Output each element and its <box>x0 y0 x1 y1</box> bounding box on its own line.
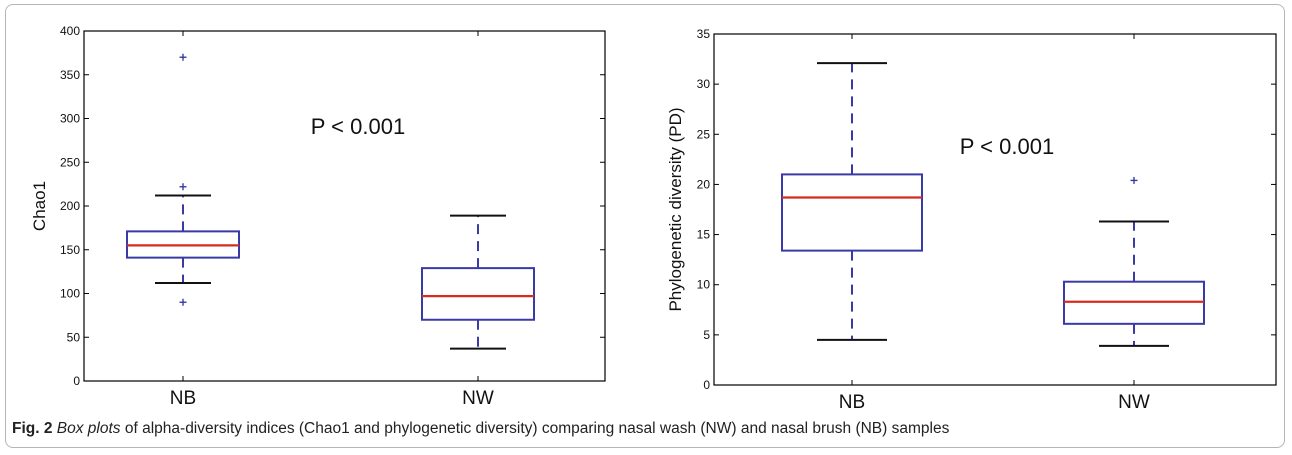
y-tick-label: 35 <box>697 27 711 41</box>
y-tick-label: 5 <box>703 328 710 342</box>
y-tick-label: 15 <box>697 228 711 242</box>
p-value-annotation: P < 0.001 <box>311 114 405 139</box>
chart-2: 0 5 10 15 20 25 30 35 Phylogenetic diversity (PD… <box>666 27 1277 410</box>
caption-text: of alpha-diversity indices (Chao1 and ph… <box>120 420 950 437</box>
y-axis-label: Phylogenetic diversity (PD) <box>666 107 685 311</box>
x-tick-label: NB <box>170 388 196 409</box>
y-tick-label: 350 <box>60 68 80 82</box>
y-tick-label: 50 <box>67 330 81 344</box>
y-tick-label: 20 <box>697 177 711 191</box>
x-tick-label: NW <box>462 388 494 409</box>
figure-frame <box>5 4 1285 448</box>
box-nb: NB <box>126 31 240 409</box>
box-nb: NB <box>781 34 923 410</box>
y-tick-label: 100 <box>60 287 80 301</box>
y-tick-label: 30 <box>697 77 711 91</box>
chart-1: 0 50 100 150 200 250 300 350 400 Chao1 P < 0.001 NB… <box>30 24 606 409</box>
x-tick-label: NB <box>839 392 865 410</box>
y-tick-label: 150 <box>60 243 80 257</box>
box-nw: NW <box>1063 34 1205 410</box>
outlier-point <box>1130 176 1138 184</box>
y-axis-label: Chao1 <box>30 181 49 231</box>
box-nw: NW <box>421 31 535 409</box>
outlier-point <box>179 53 187 61</box>
y-tick-label: 25 <box>697 127 711 141</box>
p-value-annotation: P < 0.001 <box>960 134 1054 159</box>
x-tick-label: NW <box>1118 392 1150 410</box>
y-tick-label: 400 <box>60 24 80 38</box>
iqr-box <box>781 173 923 252</box>
caption-label: Fig. 2 <box>12 420 53 437</box>
y-tick-label: 200 <box>60 199 80 213</box>
y-tick-label: 0 <box>703 378 710 392</box>
y-tick-label: 300 <box>60 112 80 126</box>
plot-frame <box>713 33 1277 386</box>
iqr-box <box>421 267 535 321</box>
y-tick-label: 10 <box>697 278 711 292</box>
y-tick-label: 0 <box>73 374 80 388</box>
figure-caption: Fig. 2 Box plots of alpha-diversity indi… <box>12 420 1282 438</box>
plot-frame <box>83 30 606 382</box>
outlier-point <box>179 298 187 306</box>
y-tick-label: 250 <box>60 155 80 169</box>
outlier-point <box>179 183 187 191</box>
caption-italic: Box plots <box>56 420 121 437</box>
